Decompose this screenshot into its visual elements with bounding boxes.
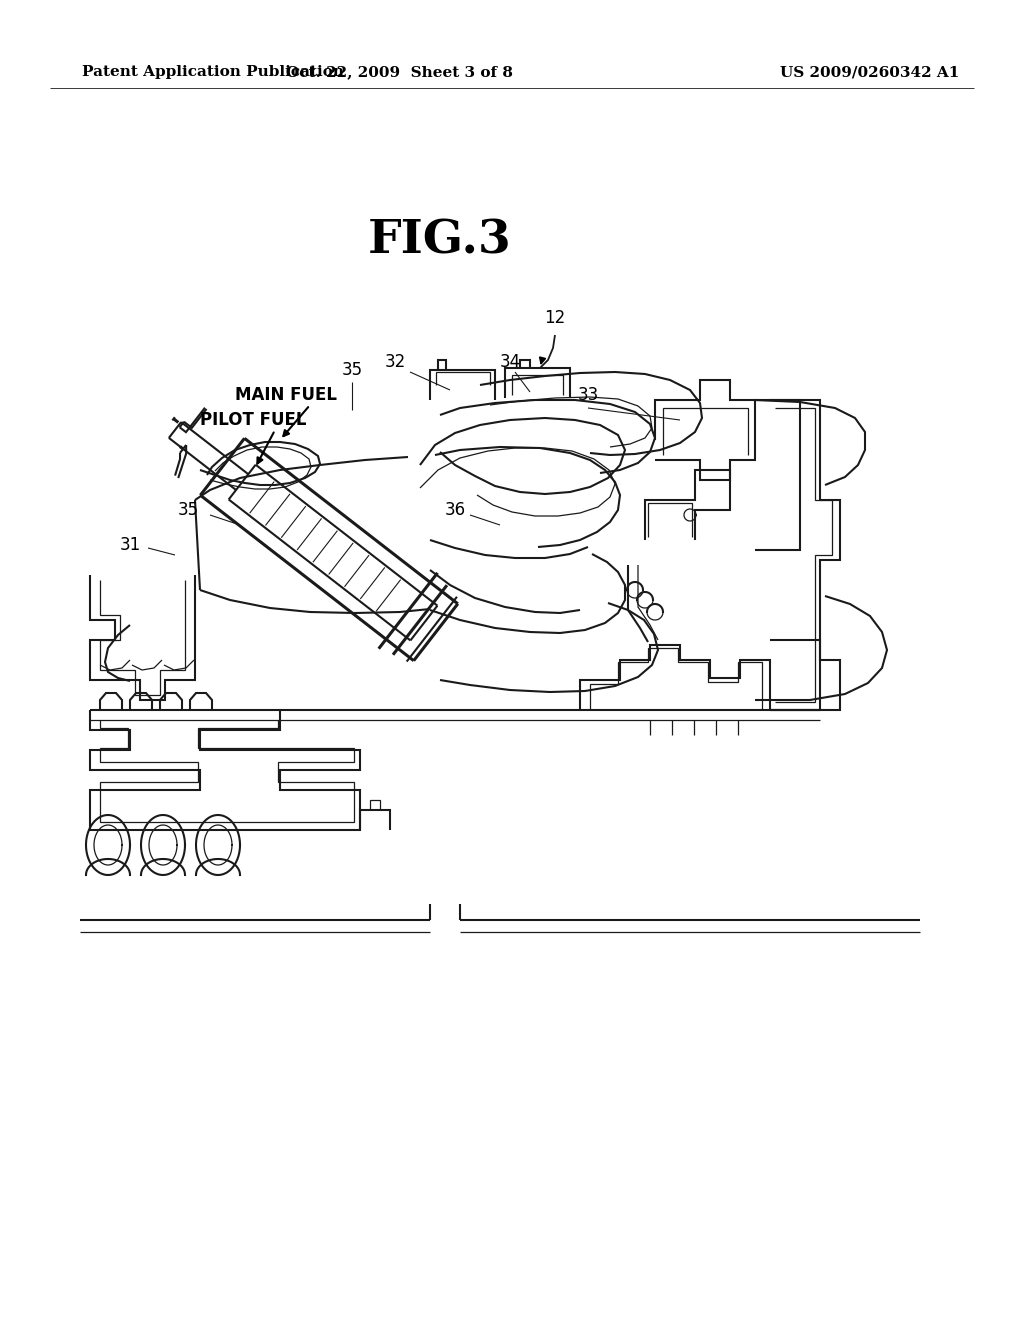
Text: PILOT FUEL: PILOT FUEL: [200, 411, 306, 429]
Text: Oct. 22, 2009  Sheet 3 of 8: Oct. 22, 2009 Sheet 3 of 8: [287, 65, 513, 79]
Text: 31: 31: [120, 536, 140, 554]
Text: 36: 36: [444, 502, 466, 519]
Text: US 2009/0260342 A1: US 2009/0260342 A1: [780, 65, 959, 79]
Text: 34: 34: [500, 352, 520, 371]
Text: 33: 33: [578, 385, 599, 404]
Text: FIG.3: FIG.3: [368, 216, 512, 263]
Text: MAIN FUEL: MAIN FUEL: [234, 385, 337, 404]
Text: 35: 35: [177, 502, 199, 519]
Text: 32: 32: [384, 352, 406, 371]
Text: 12: 12: [545, 309, 565, 327]
Text: Patent Application Publication: Patent Application Publication: [82, 65, 344, 79]
Text: 35: 35: [341, 360, 362, 379]
